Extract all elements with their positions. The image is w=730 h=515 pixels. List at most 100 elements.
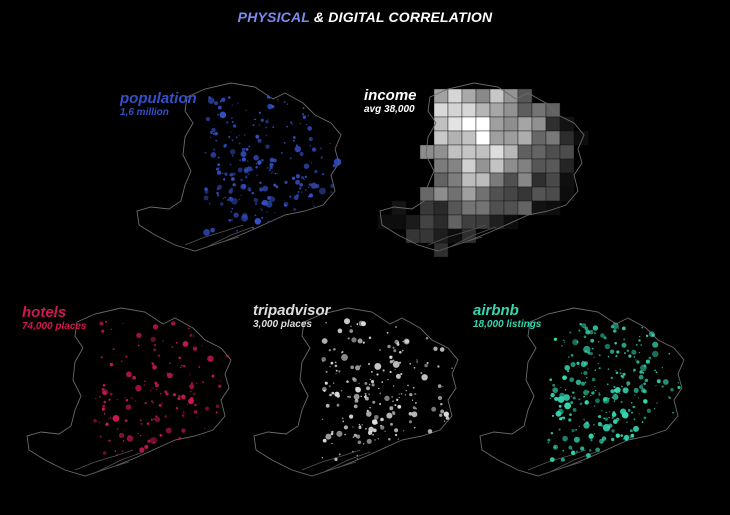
population-dot [222, 172, 224, 174]
city-outline [26, 307, 232, 477]
tripadvisor-dot [329, 393, 332, 397]
tripadvisor-dot [443, 411, 449, 417]
tripadvisor-dot [379, 349, 381, 351]
airbnb-dot [633, 387, 639, 393]
airbnb-dot [641, 421, 644, 423]
tripadvisor-dot [378, 387, 380, 390]
tripadvisor-dot [324, 381, 328, 385]
population-dot [241, 147, 246, 152]
tripadvisor-dot [398, 396, 400, 399]
income-district [447, 172, 463, 188]
airbnb-dot [584, 400, 589, 405]
tripadvisor-dot [368, 432, 371, 435]
income-district [405, 228, 421, 244]
hotels-dot [204, 427, 206, 429]
population-dot [307, 114, 310, 117]
airbnb-dot [562, 416, 566, 420]
hotels-dot [166, 372, 168, 375]
population-dot [259, 189, 262, 191]
population-dot [292, 139, 295, 142]
hotels-dot [121, 450, 124, 452]
tripadvisor-dot [359, 365, 362, 367]
airbnb-dot [611, 437, 615, 442]
income-district [517, 102, 533, 118]
airbnb-dot [668, 396, 672, 400]
population-dot [241, 157, 246, 162]
tripadvisor-dot [321, 457, 323, 459]
airbnb-dot [620, 400, 623, 404]
tripadvisor-dot [387, 378, 389, 381]
hotels-dot [139, 419, 142, 422]
hotels-dot [128, 436, 130, 438]
tripadvisor-dot [409, 392, 413, 397]
airbnb-dot [571, 429, 575, 433]
hotels-dot [193, 410, 198, 414]
tripadvisor-dot [338, 453, 341, 456]
tripadvisor-dot [392, 346, 395, 349]
population-dot [283, 203, 287, 207]
income-district [503, 172, 519, 188]
population-dot [269, 98, 271, 100]
airbnb-dot [593, 432, 596, 435]
airbnb-dot [640, 344, 642, 346]
income-district [517, 88, 533, 104]
airbnb-dot [620, 434, 624, 437]
population-dot [253, 198, 256, 200]
population-dot [217, 156, 220, 159]
airbnb-dot [569, 331, 572, 334]
tripadvisor-dot [398, 361, 402, 364]
airbnb-dot [655, 371, 658, 374]
tripadvisor-dot [414, 392, 417, 396]
airbnb-dot [595, 447, 601, 453]
tripadvisor-dot [437, 395, 443, 401]
population-dot [203, 229, 210, 236]
population-dot [320, 156, 323, 159]
tripadvisor-dot [386, 331, 389, 334]
population-dot [330, 191, 333, 194]
population-dot [290, 121, 293, 124]
hotels-dot [157, 354, 161, 357]
population-dot [230, 210, 233, 213]
tripadvisor-dot [412, 386, 415, 389]
population-dot [303, 178, 306, 181]
airbnb-dot [626, 421, 628, 423]
tripadvisor-dot [408, 411, 413, 416]
hotels-dot [152, 365, 157, 370]
hotels-dot [190, 397, 194, 401]
population-dot [311, 147, 317, 152]
tripadvisor-dot [352, 450, 354, 453]
airbnb-dot [608, 416, 610, 419]
population-dot [222, 178, 226, 181]
airbnb-dot [594, 385, 596, 388]
population-dot [219, 202, 224, 206]
income-district [461, 144, 477, 160]
airbnb-dot [622, 438, 625, 440]
tripadvisor-dot [371, 371, 373, 373]
population-dot [257, 138, 262, 143]
population-dot [266, 95, 270, 99]
map-airbnb [479, 307, 685, 477]
tripadvisor-dot [396, 342, 400, 346]
hotels-dot [192, 346, 198, 351]
tripadvisor-dot [361, 321, 366, 327]
airbnb-dot [638, 374, 644, 380]
tripadvisor-dot [330, 432, 334, 436]
population-dot [232, 121, 234, 123]
income-district [447, 200, 463, 216]
tripadvisor-dot [437, 365, 440, 368]
hotels-dot [186, 403, 189, 405]
airbnb-dot [573, 436, 580, 443]
airbnb-dot [589, 352, 593, 356]
tripadvisor-dot [333, 347, 336, 351]
tripadvisor-dot [349, 414, 354, 419]
population-dot [237, 102, 239, 104]
airbnb-dot [553, 337, 558, 341]
population-dot [309, 145, 312, 147]
population-dot [213, 148, 216, 151]
hotels-dot [99, 321, 104, 326]
hotels-dot [151, 400, 153, 403]
airbnb-dot [611, 416, 614, 419]
airbnb-dot [584, 326, 588, 331]
tripadvisor-dot [322, 386, 327, 392]
hotels-dot [225, 354, 229, 358]
